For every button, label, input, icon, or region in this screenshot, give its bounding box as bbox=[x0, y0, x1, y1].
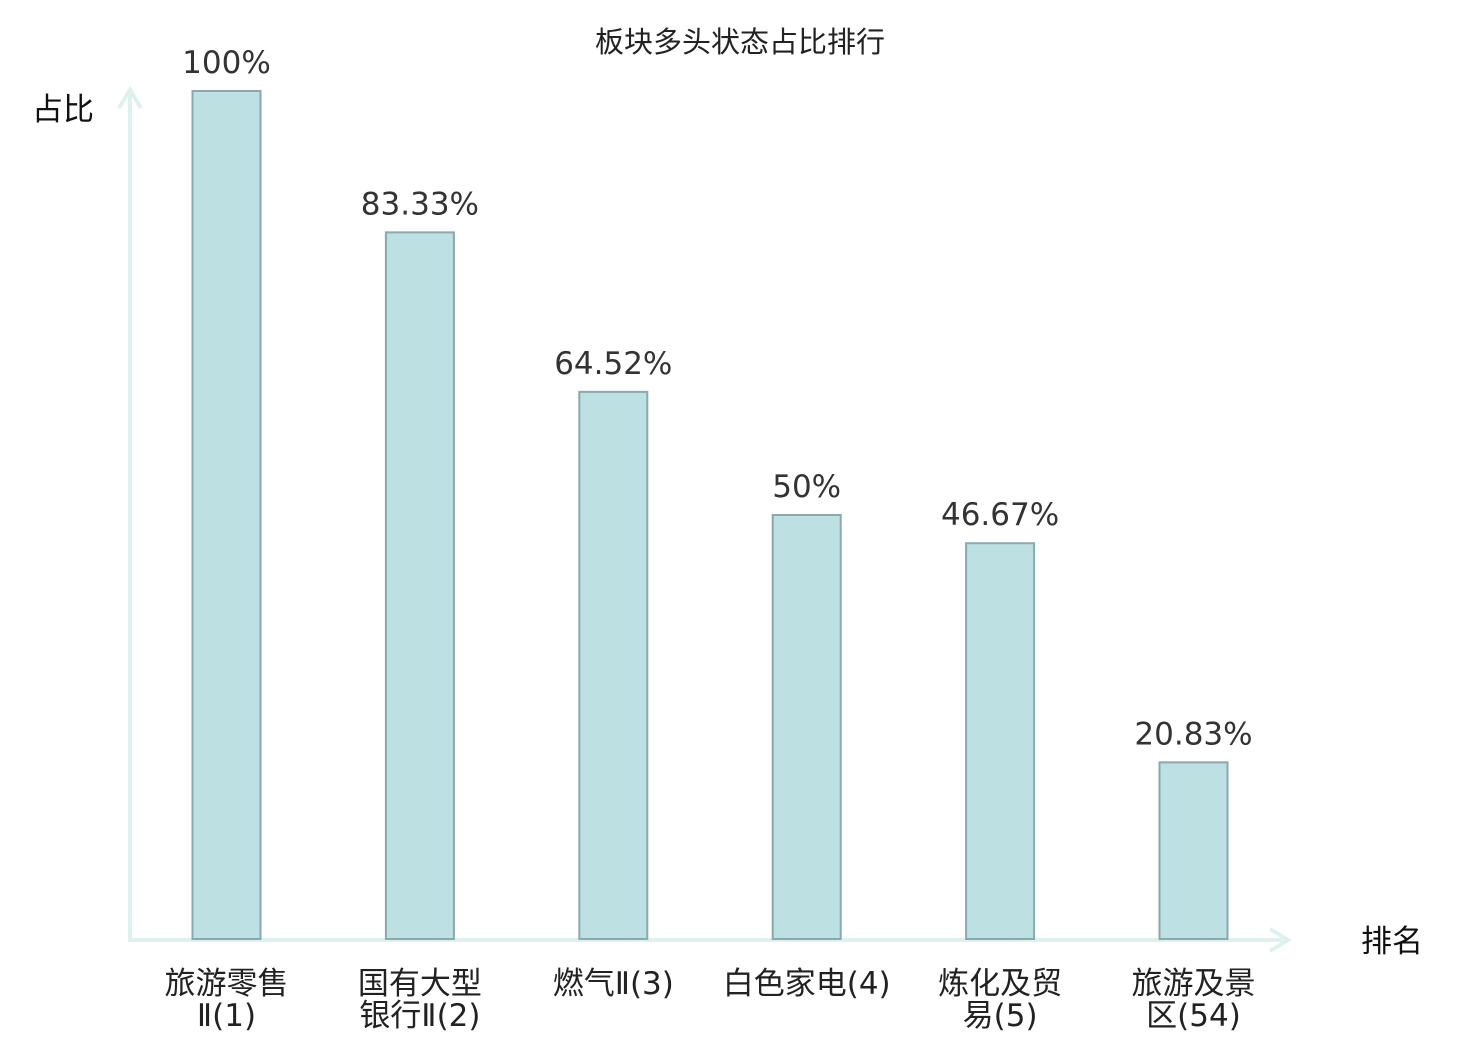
bar-4 bbox=[771, 514, 842, 940]
bar-3 bbox=[578, 390, 649, 940]
category-label-line: 银行Ⅱ(2) bbox=[359, 998, 480, 1034]
x-axis-label: 排名 bbox=[1361, 924, 1423, 960]
category-label-line: 旅游及景 bbox=[1132, 966, 1256, 1002]
x-axis bbox=[128, 927, 1292, 953]
category-label-2: 国有大型银行Ⅱ(2) bbox=[358, 966, 482, 1034]
bar-1 bbox=[191, 90, 262, 940]
category-label-line: Ⅱ(1) bbox=[197, 998, 256, 1034]
value-label-2: 83.33% bbox=[361, 186, 479, 222]
value-label-5: 46.67% bbox=[941, 497, 1059, 533]
bar-6 bbox=[1158, 761, 1229, 940]
value-label-4: 50% bbox=[772, 469, 841, 505]
category-label-line: 易(5) bbox=[963, 998, 1038, 1034]
bar-5 bbox=[965, 542, 1036, 940]
category-label-line: 燃气Ⅱ(3) bbox=[553, 966, 674, 1002]
category-label-3: 燃气Ⅱ(3) bbox=[553, 966, 674, 1002]
y-axis-label: 占比 bbox=[32, 92, 94, 128]
category-label-line: 旅游零售 bbox=[165, 966, 289, 1002]
bar-2 bbox=[384, 231, 455, 941]
bars-group bbox=[191, 90, 1229, 941]
category-label-line: 白色家电(4) bbox=[723, 966, 891, 1002]
y-axis bbox=[117, 86, 143, 940]
value-label-6: 20.83% bbox=[1134, 716, 1252, 752]
category-label-line: 区(54) bbox=[1146, 998, 1241, 1034]
value-label-1: 100% bbox=[182, 45, 271, 81]
category-labels-group: 旅游零售 Ⅱ(1) 国有大型银行Ⅱ(2) 燃气Ⅱ(3) 白色家电(4) 炼化及贸易(5) 旅… bbox=[165, 966, 1256, 1034]
category-label-1: 旅游零售 Ⅱ(1) bbox=[165, 966, 289, 1034]
category-label-4: 白色家电(4) bbox=[723, 966, 891, 1002]
category-label-line: 炼化及贸 bbox=[938, 966, 1062, 1002]
category-label-6: 旅游及景区(54) bbox=[1132, 966, 1256, 1034]
category-label-line: 国有大型 bbox=[358, 966, 482, 1002]
category-label-5: 炼化及贸易(5) bbox=[938, 966, 1062, 1034]
value-label-3: 64.52% bbox=[554, 346, 672, 382]
value-labels-group: 100% 83.33% 64.52% 50% 46.67% 20.83% bbox=[182, 45, 1252, 752]
chart-title: 板块多头状态占比排行 bbox=[595, 25, 885, 59]
